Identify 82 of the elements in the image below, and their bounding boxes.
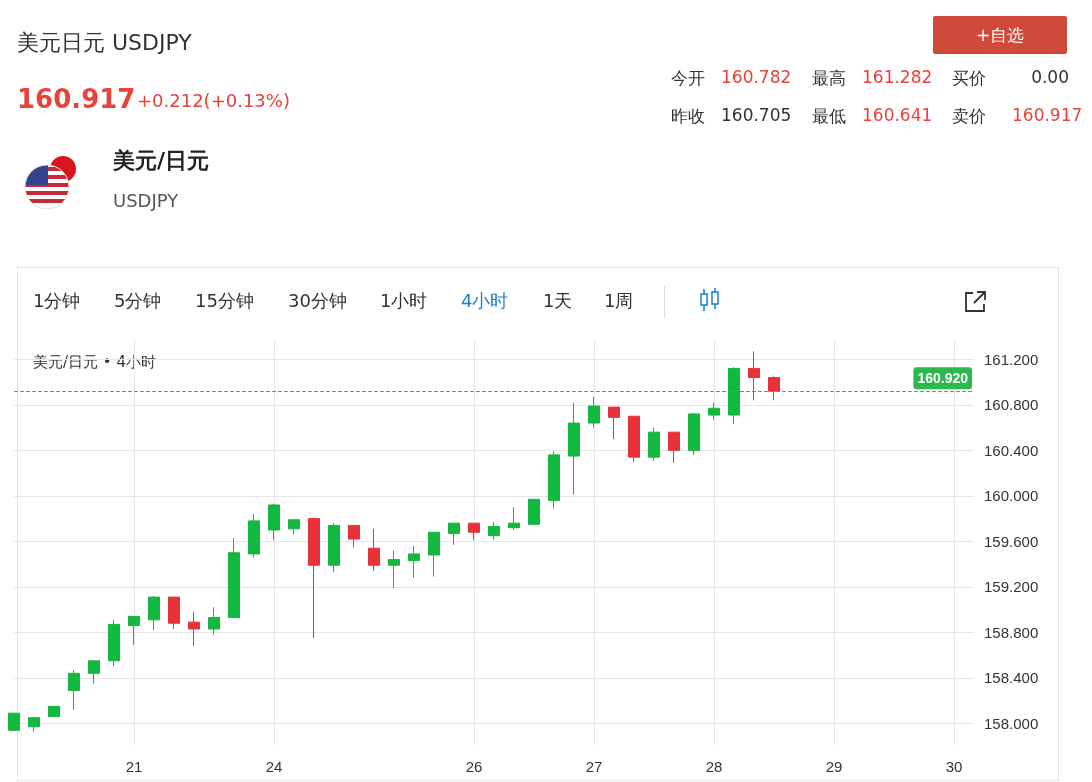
candlestick: [388, 549, 400, 589]
candlestick: [48, 705, 60, 718]
candlestick: [208, 606, 220, 636]
text: 1小时: [380, 289, 428, 313]
chart-title: 美元日元 USDJPY: [17, 29, 192, 57]
candlestick: [348, 524, 360, 548]
candlestick: [148, 595, 160, 631]
candlestick: [168, 596, 180, 630]
x-tick-label: 27: [585, 758, 603, 775]
candlestick: [548, 450, 560, 509]
text: 160.917: [1012, 105, 1083, 125]
text: 最高: [812, 67, 846, 90]
text: 4小时: [461, 289, 509, 313]
candlestick: [88, 660, 100, 685]
x-tick-label: 30: [945, 758, 963, 775]
candlestick: [448, 522, 460, 546]
y-tick-label: 161.200: [984, 350, 1039, 368]
text: 15分钟: [195, 289, 254, 313]
text: 买价: [952, 67, 986, 90]
candlestick: [768, 375, 780, 401]
candlestick: [688, 412, 700, 456]
candlestick: [728, 366, 740, 425]
candlestick: [268, 503, 280, 541]
y-tick-label: 158.800: [984, 623, 1039, 641]
candlestick: [288, 519, 300, 536]
text: +0.212(+0.13%): [137, 90, 290, 111]
y-tick-label: 160.000: [984, 487, 1039, 505]
ref-line-label: 160.920: [917, 370, 969, 387]
candlestick: [708, 402, 720, 421]
candlestick: [748, 350, 760, 401]
text: 1天: [543, 289, 573, 313]
text: 160.705: [721, 105, 792, 125]
y-tick-label: 160.400: [984, 441, 1039, 459]
candlestick: [228, 537, 240, 619]
text: 1分钟: [33, 289, 81, 313]
x-tick-label: 29: [825, 758, 843, 775]
candlestick: [408, 545, 420, 579]
candlestick: [668, 431, 680, 464]
candlestick: [428, 531, 440, 578]
text: 160.641: [862, 105, 933, 125]
text: 1周: [604, 289, 634, 313]
candlestick: [368, 528, 380, 572]
text: 0.00: [1031, 67, 1069, 87]
candlestick: [308, 516, 320, 639]
x-tick-label: 21: [125, 758, 143, 775]
text: 30分钟: [288, 289, 347, 313]
candlestick: [528, 498, 540, 525]
y-tick-label: 158.400: [984, 669, 1039, 687]
x-tick-label: 24: [265, 758, 283, 775]
candlestick: [568, 402, 580, 496]
candlestick: [328, 522, 340, 573]
text: 161.282: [862, 67, 933, 87]
candlestick: [68, 669, 80, 711]
text: 昨收: [671, 105, 705, 128]
candlestick: [648, 427, 660, 462]
text: 今开: [671, 67, 705, 90]
candlestick: [248, 513, 260, 558]
x-tick-label: 26: [465, 758, 483, 775]
candlestick: [8, 712, 20, 732]
y-tick-label: 159.600: [984, 532, 1039, 550]
text: 最低: [812, 105, 846, 128]
text: 5分钟: [114, 289, 162, 313]
text: 160.782: [721, 67, 792, 87]
y-tick-label: 158.000: [984, 714, 1039, 732]
candlestick: [628, 415, 640, 463]
candlestick: [128, 615, 140, 646]
candlestick: [28, 717, 40, 732]
candlestick: [508, 506, 520, 531]
candlestick: [608, 406, 620, 440]
text: 160.917: [17, 84, 136, 114]
text: 美元/日元: [113, 147, 210, 175]
candlestick: [188, 611, 200, 647]
candlestick: [488, 521, 500, 541]
text: +自选: [933, 16, 1067, 54]
y-tick-label: 159.200: [984, 578, 1039, 596]
text: 卖价: [952, 105, 986, 128]
candlestick: [588, 396, 600, 429]
candlestick: [468, 522, 480, 541]
text: USDJPY: [113, 190, 179, 211]
candlestick: [108, 619, 120, 667]
y-tick-label: 160.800: [984, 396, 1039, 414]
x-tick-label: 28: [705, 758, 723, 775]
